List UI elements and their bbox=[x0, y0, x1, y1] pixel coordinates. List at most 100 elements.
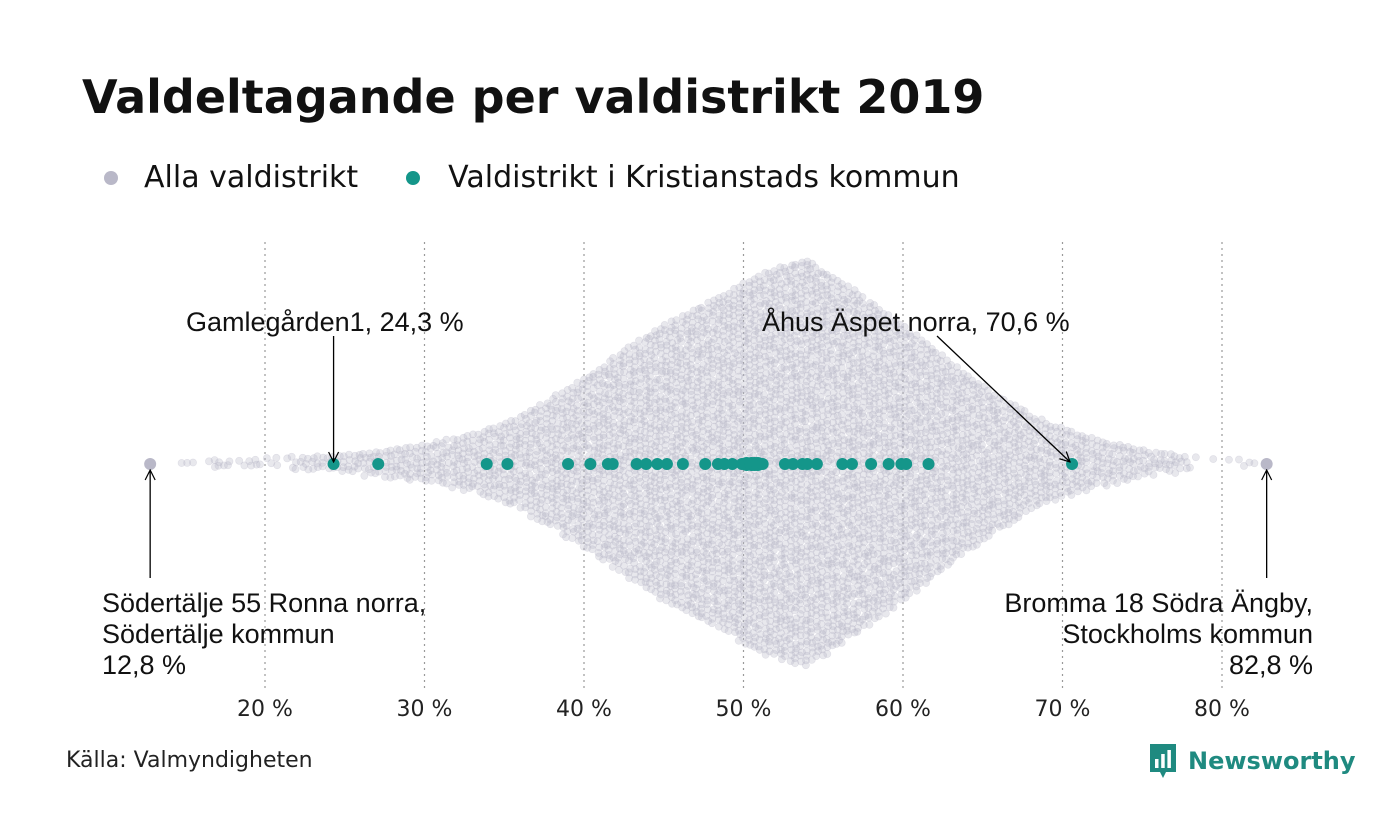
swarm-dot bbox=[387, 452, 396, 460]
swarm-dot bbox=[536, 499, 545, 508]
swarm-dot bbox=[619, 502, 628, 511]
swarm-dot bbox=[298, 453, 307, 462]
swarm-dot bbox=[911, 466, 919, 474]
swarm-dot bbox=[521, 492, 530, 501]
swarm-dot bbox=[403, 474, 412, 482]
swarm-dot bbox=[510, 498, 518, 507]
swarm-dot bbox=[364, 465, 373, 474]
swarm-dot bbox=[214, 461, 223, 470]
swarm-dot bbox=[874, 392, 883, 401]
swarm-dot bbox=[463, 464, 472, 472]
swarm-dot bbox=[548, 504, 557, 513]
swarm-dot bbox=[511, 417, 520, 426]
swarm-dot bbox=[448, 483, 457, 492]
swarm-dot bbox=[521, 503, 530, 512]
swarm-dot bbox=[536, 426, 545, 435]
swarm-dot bbox=[558, 394, 567, 403]
swarm-dot bbox=[536, 432, 545, 440]
swarm-dot bbox=[553, 486, 562, 494]
swarm-dot bbox=[506, 486, 515, 494]
swarm-dot bbox=[533, 509, 542, 518]
swarm-dot bbox=[309, 464, 318, 473]
swarm-dot bbox=[496, 441, 505, 450]
swarm-dot bbox=[527, 481, 536, 490]
swarm-dot bbox=[448, 451, 457, 459]
swarm-dot bbox=[354, 459, 363, 468]
swarm-dot bbox=[527, 489, 536, 498]
swarm-dot bbox=[429, 457, 438, 466]
swarm-dot bbox=[526, 512, 535, 521]
swarm-dot bbox=[521, 436, 530, 445]
swarm-dot bbox=[283, 454, 292, 463]
swarm-dot bbox=[577, 447, 586, 456]
swarm-dot bbox=[796, 537, 805, 546]
swarm-dot bbox=[473, 466, 482, 475]
swarm-dot bbox=[567, 449, 576, 458]
swarm-dot bbox=[516, 503, 525, 512]
swarm-dot bbox=[301, 460, 310, 468]
swarm-dot bbox=[957, 550, 966, 559]
swarm-dot bbox=[412, 458, 421, 467]
swarm-dot bbox=[455, 454, 463, 463]
swarm-dot bbox=[381, 467, 390, 476]
swarm-dot bbox=[470, 474, 478, 483]
swarm-dot bbox=[496, 422, 505, 431]
swarm-dot bbox=[543, 518, 552, 526]
swarm-dot bbox=[530, 489, 539, 497]
swarm-dot bbox=[465, 484, 474, 493]
swarm-dot bbox=[454, 446, 463, 455]
swarm-dot bbox=[530, 408, 539, 417]
swarm-dot bbox=[468, 482, 477, 491]
swarm-dot bbox=[496, 436, 505, 445]
swarm-dot bbox=[501, 498, 510, 507]
swarm-dot bbox=[544, 482, 552, 491]
swarm-dot bbox=[531, 424, 540, 433]
swarm-dot bbox=[650, 540, 659, 549]
swarm-dot bbox=[495, 489, 504, 498]
swarm-dot bbox=[765, 376, 774, 385]
swarm-dot bbox=[881, 609, 890, 618]
swarm-dot bbox=[495, 483, 504, 491]
swarm-dot bbox=[537, 407, 546, 415]
swarm-dot bbox=[506, 471, 515, 479]
swarm-dot bbox=[527, 411, 535, 420]
swarm-dot bbox=[551, 451, 560, 460]
swarm-dot bbox=[889, 603, 898, 612]
swarm-dot bbox=[434, 476, 443, 485]
swarm-dot bbox=[421, 448, 430, 456]
swarm-dot bbox=[427, 452, 436, 461]
swarm-dot bbox=[559, 488, 568, 497]
swarm-dot bbox=[551, 391, 560, 400]
swarm-dot bbox=[551, 459, 560, 468]
swarm-dot bbox=[442, 464, 451, 473]
swarm-dot bbox=[516, 477, 525, 486]
swarm-dot bbox=[553, 513, 561, 522]
swarm-dot bbox=[177, 459, 186, 467]
swarm-dot bbox=[449, 462, 458, 470]
swarm-dot bbox=[630, 418, 638, 427]
swarm-dot bbox=[538, 480, 547, 489]
swarm-dot bbox=[759, 576, 768, 584]
swarm-dot bbox=[527, 424, 535, 433]
swarm-dot bbox=[390, 450, 399, 459]
swarm-dot bbox=[505, 475, 514, 483]
swarm-dot bbox=[548, 417, 557, 425]
swarm-dot bbox=[848, 592, 856, 601]
swarm-dot bbox=[460, 459, 468, 468]
swarm-dot bbox=[554, 430, 563, 438]
swarm-dot bbox=[303, 454, 312, 463]
swarm-dot bbox=[464, 468, 473, 476]
swarm-dot bbox=[900, 485, 909, 493]
swarm-dot bbox=[536, 439, 544, 448]
swarm-dot bbox=[770, 557, 778, 565]
swarm-dot bbox=[552, 490, 561, 499]
swarm-dot bbox=[494, 467, 503, 476]
swarm-dot bbox=[412, 443, 421, 452]
legend-dot-all bbox=[104, 170, 118, 185]
swarm-dot bbox=[500, 481, 508, 490]
swarm-dot bbox=[291, 465, 300, 474]
swarm-dot bbox=[522, 453, 531, 461]
swarm-dot bbox=[372, 448, 381, 457]
swarm-dot bbox=[541, 470, 550, 478]
swarm-dot bbox=[546, 520, 555, 529]
